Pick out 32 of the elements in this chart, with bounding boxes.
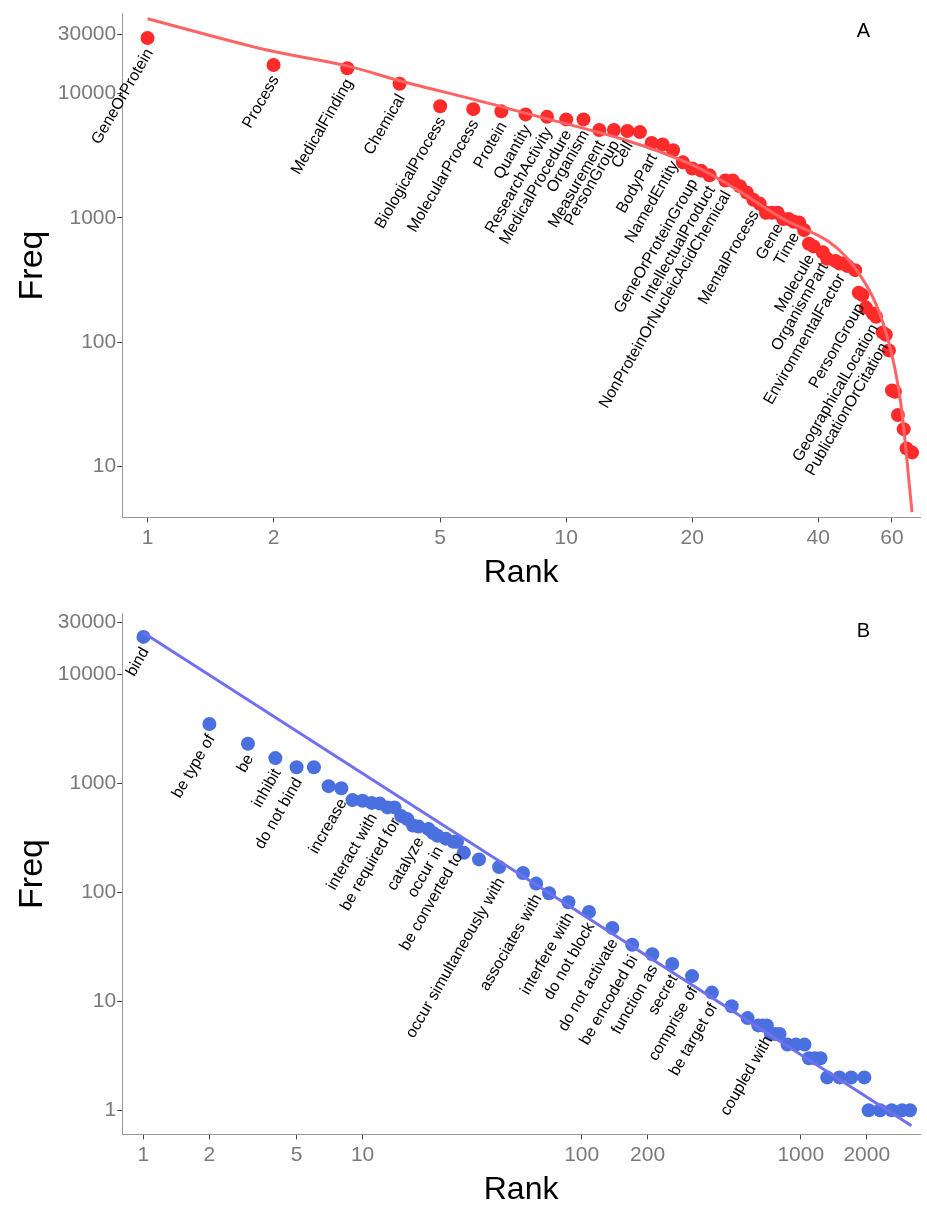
y-tick-label: 30000	[57, 609, 117, 633]
x-tick-label: 100	[564, 1141, 600, 1165]
x-axis-title: Rank	[483, 1169, 560, 1206]
x-tick-label: 10	[350, 1141, 375, 1165]
x-tick-label: 2	[203, 1141, 216, 1165]
x-tick-label: 5	[434, 524, 446, 548]
y-tick-label: 10	[92, 453, 117, 477]
x-tick-label: 10	[554, 524, 578, 548]
y-axis-title: Freq	[10, 230, 49, 301]
x-tick-label: 1	[137, 1141, 150, 1165]
y-tick-label: 100	[81, 879, 117, 903]
x-tick-label: 1	[141, 524, 154, 548]
y-tick-label: 10	[92, 988, 117, 1012]
y-tick-label: 100	[81, 329, 117, 353]
x-tick-label: 2	[267, 524, 280, 548]
x-tick-label: 5	[290, 1141, 303, 1165]
annotation: B	[856, 619, 870, 642]
x-tick-label: 2000	[843, 1141, 891, 1165]
x-axis-title: Rank	[483, 552, 560, 589]
x-tick-label: 1000	[777, 1141, 825, 1165]
x-tick-label: 60	[880, 524, 904, 548]
x-tick-label: 200	[630, 1141, 666, 1165]
y-tick-label: 1	[104, 1097, 117, 1121]
y-axis-title: Freq	[10, 839, 49, 909]
y-tick-label: 10000	[57, 661, 117, 685]
x-tick-label: 40	[806, 524, 830, 548]
y-tick-label: 30000	[57, 21, 117, 45]
annotation: A	[856, 19, 871, 42]
annotation: be	[232, 750, 257, 775]
y-tick-label: 1000	[69, 770, 117, 794]
y-tick-label: 1000	[69, 204, 117, 228]
x-tick-label: 20	[680, 524, 704, 548]
